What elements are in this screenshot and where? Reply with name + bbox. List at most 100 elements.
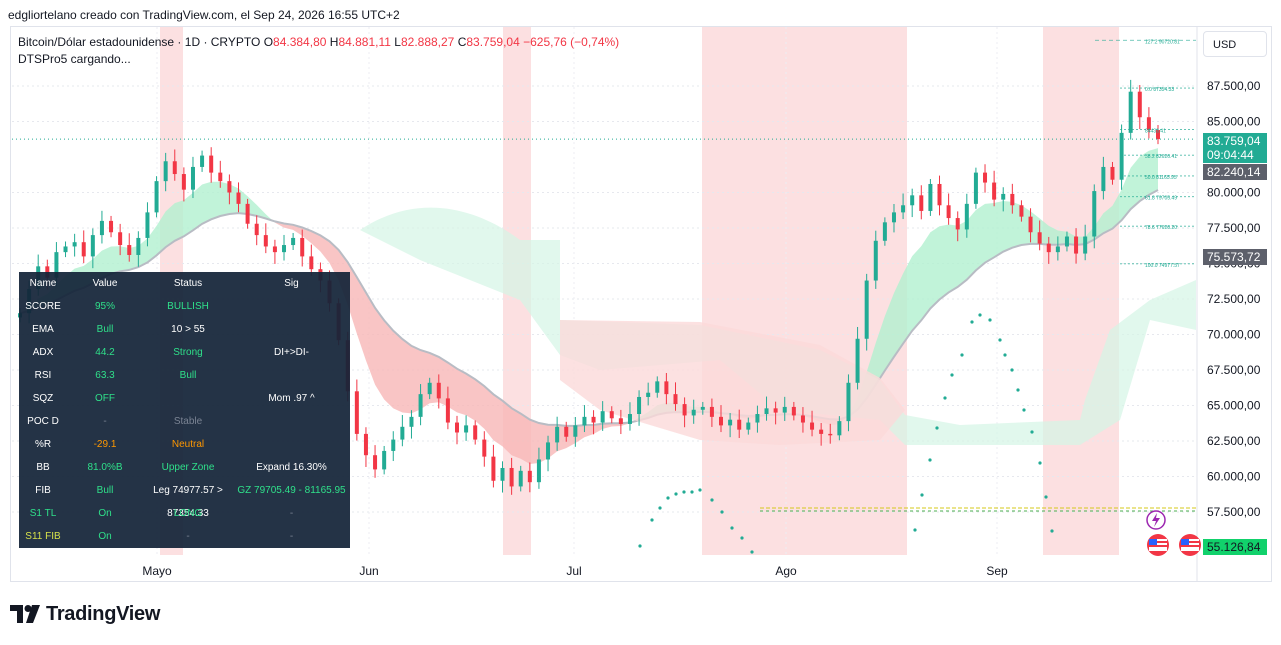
sar-dot	[682, 490, 686, 494]
panel-cell-value: On	[98, 531, 112, 542]
fib-label: 100.0 74977.57	[1145, 263, 1180, 269]
symbol-name[interactable]: Bitcoin/Dólar estadounidense · 1D · CRYP…	[18, 35, 261, 49]
low-value: 82.888,27	[400, 35, 455, 49]
sar-dot	[690, 490, 694, 494]
sar-dot	[730, 526, 734, 530]
candle-up	[418, 394, 423, 417]
panel-cell-value: 44.2	[95, 347, 115, 358]
candle-up	[782, 406, 787, 413]
candle-down	[454, 422, 459, 433]
indicator-status: DTSPro5 cargando...	[18, 52, 131, 66]
panel-cell-status: -	[186, 531, 190, 542]
open-label: O	[263, 35, 274, 49]
sar-dot	[658, 506, 662, 510]
sar-dot	[935, 426, 939, 430]
indicator-panel: Name Value Status Sig SCORE 95% BULLISH …	[19, 272, 350, 548]
candle-up	[928, 183, 933, 211]
panel-row: POC D - Stable	[19, 410, 350, 433]
panel-cell-name: S11 FIB	[25, 531, 61, 542]
candle-down	[618, 418, 623, 424]
y-tick-label: 85.000,00	[1207, 115, 1261, 129]
y-tick-label: 67.500,00	[1207, 363, 1261, 377]
last-price-tag: 83.759,04	[1203, 133, 1267, 149]
candle-up	[1001, 193, 1006, 200]
candle-down	[236, 192, 241, 204]
panel-row: SQZ OFF Mom .97 ^	[19, 387, 350, 410]
candle-down	[828, 433, 833, 436]
fib-label: 84433.41	[1145, 129, 1166, 135]
event-icons	[1146, 510, 1201, 556]
candle-down	[263, 235, 268, 247]
candle-down	[172, 161, 177, 175]
candle-up	[546, 442, 551, 460]
candle-down	[509, 467, 514, 487]
sar-dot	[740, 536, 744, 540]
panel-header-status: Status	[173, 278, 203, 289]
high-value: 84.881,11	[338, 35, 391, 49]
candle-down	[127, 245, 132, 255]
panel-cell-name: SCORE	[25, 301, 61, 312]
candle-up	[1119, 132, 1124, 180]
candle-up	[409, 416, 414, 427]
us-flag-icon[interactable]	[1147, 534, 1169, 556]
candle-up	[145, 212, 150, 238]
candle-up	[901, 205, 906, 213]
candle-down	[919, 195, 924, 211]
y-tick-label: 65.000,00	[1207, 399, 1261, 413]
fib-label: 0.0 87354.33	[1145, 87, 1174, 93]
panel-cell-value: -	[103, 416, 107, 427]
panel-header-name: Name	[29, 278, 57, 289]
y-tick-label: 62.500,00	[1207, 434, 1261, 448]
sar-dot	[1044, 495, 1048, 499]
candle-down	[491, 456, 496, 481]
lightning-icon[interactable]	[1146, 510, 1166, 530]
candle-down	[719, 416, 724, 426]
candle-up	[464, 425, 469, 433]
x-tick-label: Jul	[566, 564, 581, 578]
candle-down	[81, 242, 86, 257]
sar-dot	[970, 320, 974, 324]
candle-up	[755, 414, 760, 423]
panel-row: %R -29.1 Neutral	[19, 433, 350, 456]
candle-down	[810, 422, 815, 430]
sar-dot	[638, 544, 642, 548]
panel-cell-status: Stable	[173, 416, 203, 427]
candle-down	[664, 381, 669, 395]
panel-row: FIB Bull Leg 74977.57 > 87354.33 GZ 7970…	[19, 479, 350, 519]
x-tick-label: Sep	[986, 564, 1008, 578]
us-flag-icon[interactable]	[1179, 534, 1201, 556]
fib-label: 78.6 77626.20	[1145, 225, 1177, 231]
y-tick-label: 72.500,00	[1207, 292, 1261, 306]
candle-down	[245, 203, 250, 224]
panel-row: ADX 44.2 Strong DI+>DI-	[19, 341, 350, 364]
candle-up	[72, 242, 77, 247]
candle-down	[482, 439, 487, 457]
sar-dot	[950, 373, 954, 377]
candle-down	[109, 220, 114, 233]
candle-up	[90, 235, 95, 257]
candle-down	[955, 218, 960, 230]
candle-up	[1101, 166, 1106, 192]
candle-up	[536, 459, 541, 483]
candle-up	[54, 252, 59, 278]
panel-header-row: Name Value Status Sig	[19, 272, 350, 295]
candle-up	[728, 419, 733, 426]
panel-cell-name: SQZ	[32, 393, 54, 404]
panel-row: EMA Bull 10 > 55	[19, 318, 350, 341]
sar-dot	[1038, 461, 1042, 465]
candle-up	[382, 450, 387, 470]
panel-cell-sig: -	[289, 508, 294, 519]
tradingview-logo[interactable]: TradingView	[10, 602, 160, 626]
panel-cell-sig: Mom .97 ^	[268, 393, 315, 404]
sar-dot	[960, 353, 964, 357]
panel-cell-name: POC D	[27, 416, 59, 427]
candle-up	[582, 416, 587, 426]
candle-up	[864, 280, 869, 339]
candle-down	[1010, 193, 1015, 206]
currency-selector[interactable]: USD	[1203, 31, 1267, 57]
x-tick-label: Mayo	[142, 564, 172, 578]
candle-down	[682, 404, 687, 416]
fib-label: 38.2 82626.41	[1145, 154, 1177, 160]
candle-down	[709, 406, 714, 417]
